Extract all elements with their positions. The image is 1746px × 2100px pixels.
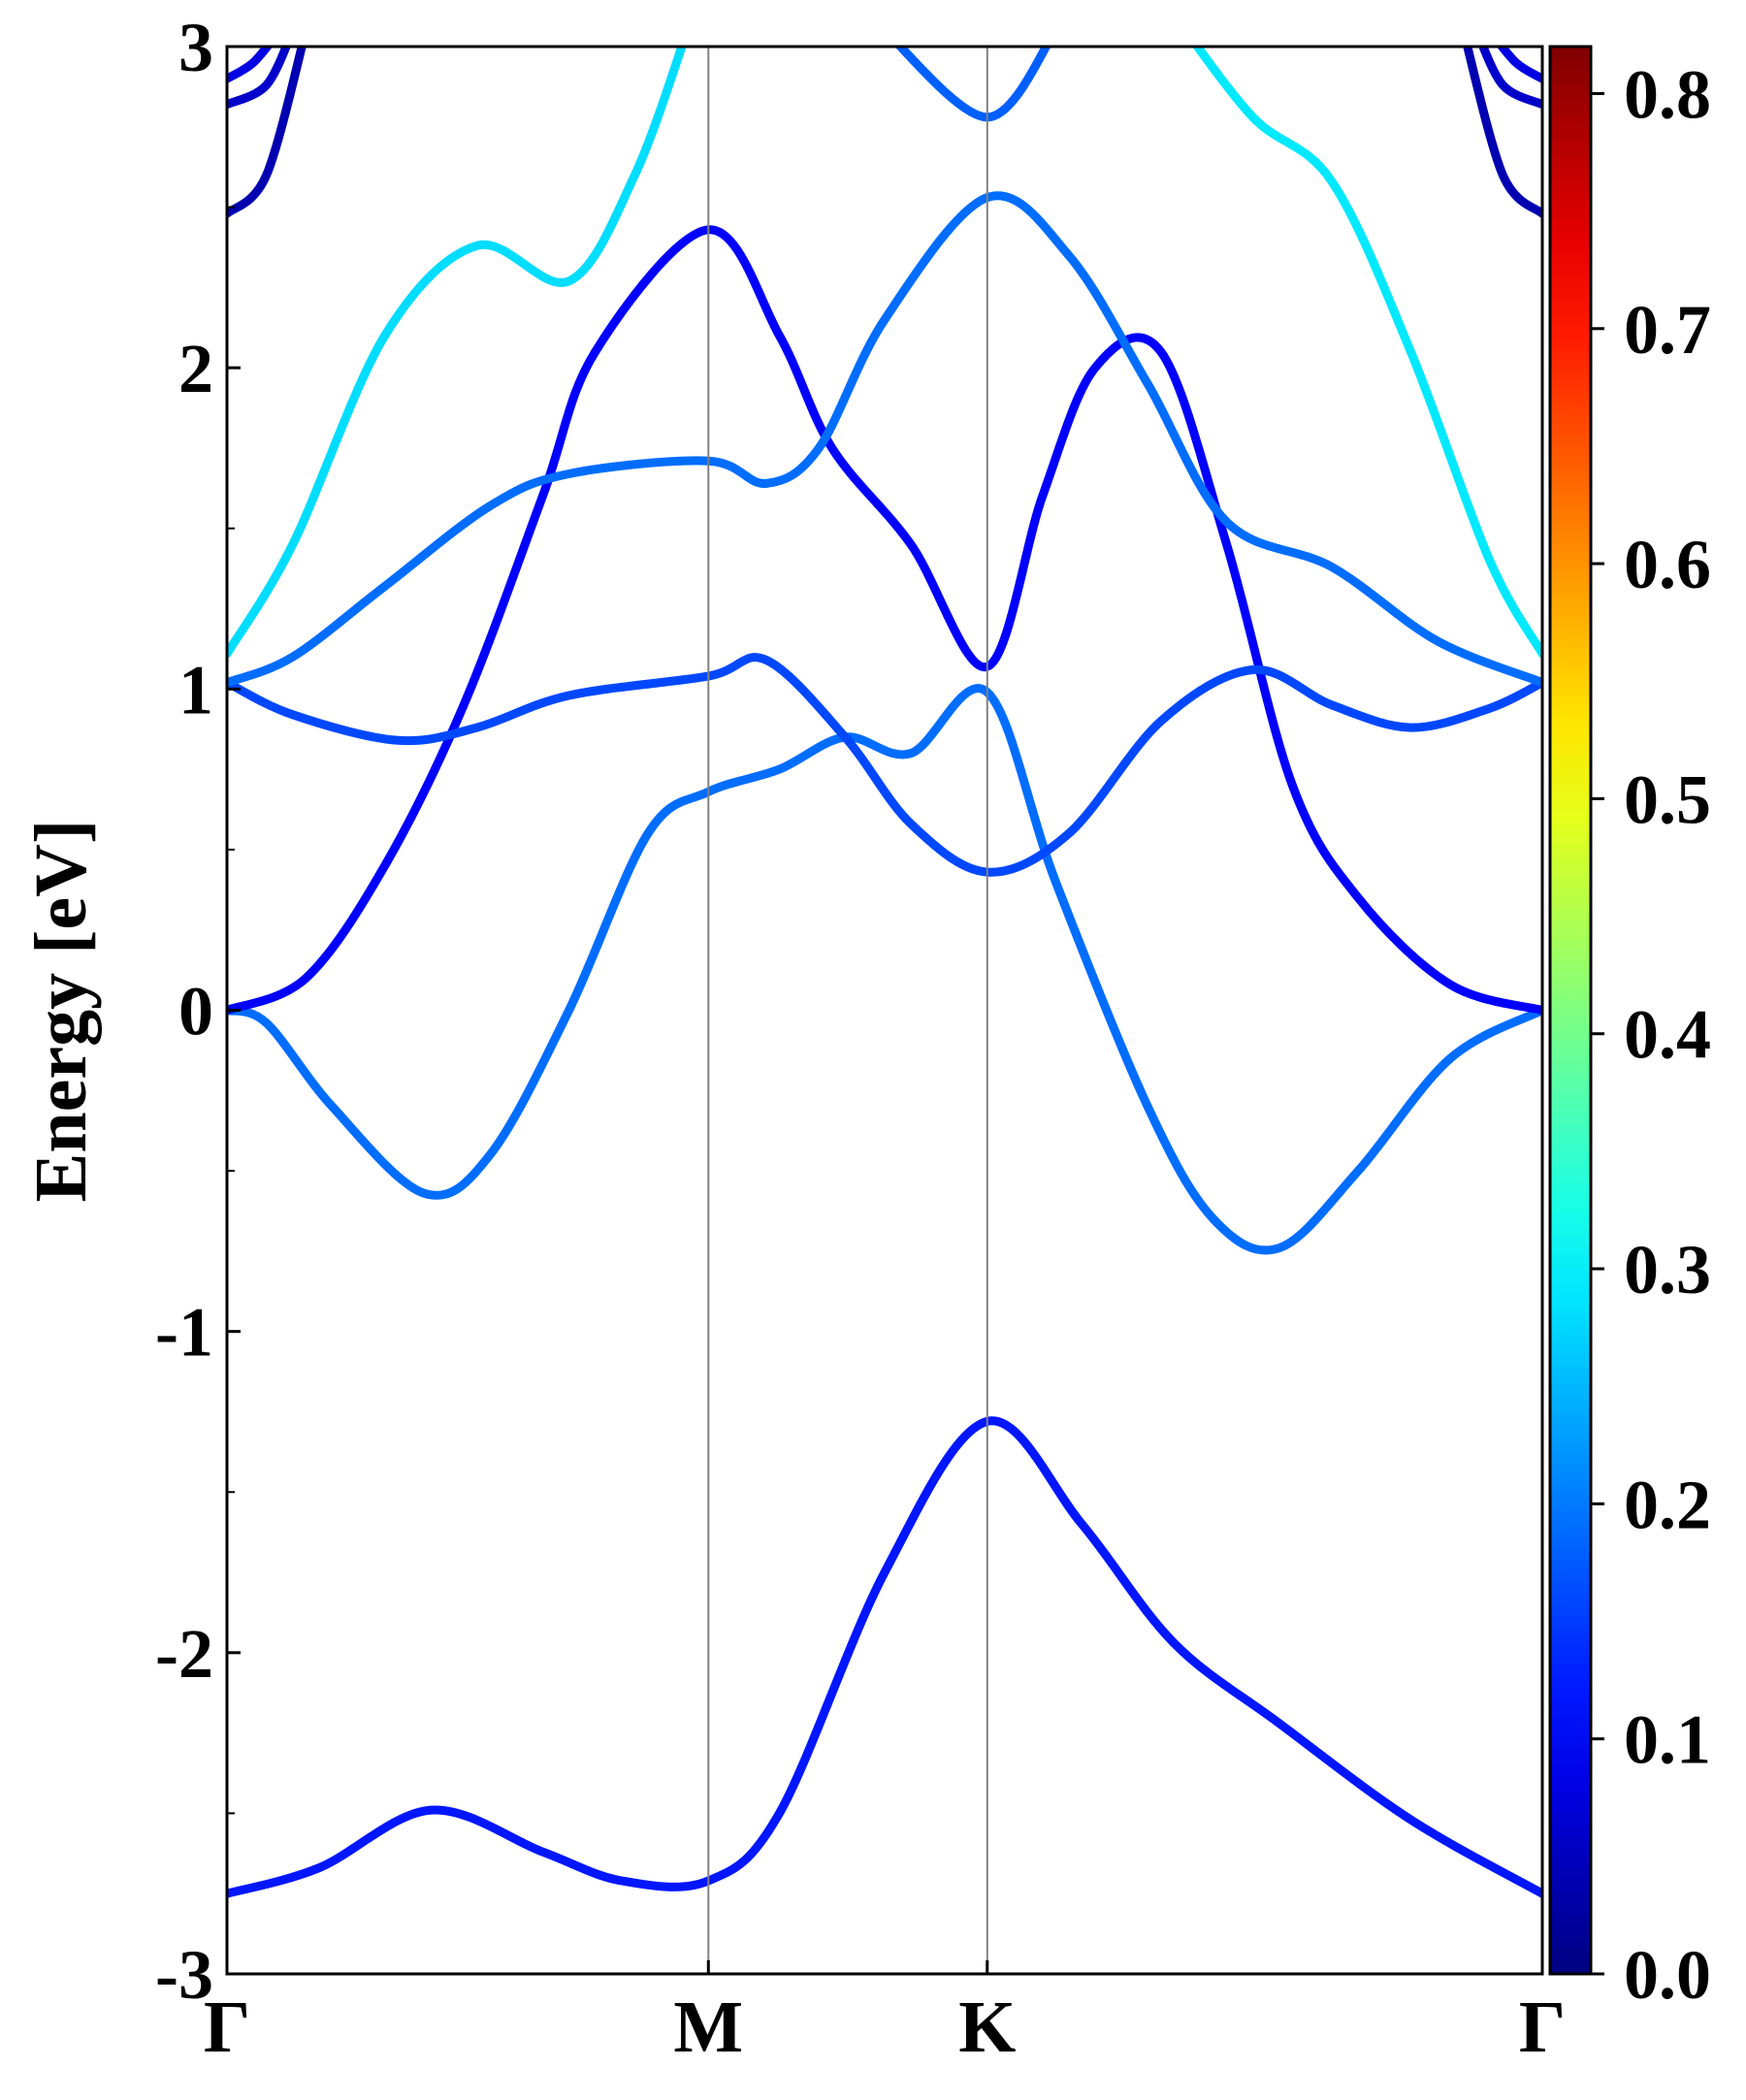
x-tick-label: Γ [1519,1987,1566,2068]
band-line-7 [1191,47,1542,659]
band-line-11 [227,47,274,83]
y-tick-label: 1 [178,651,213,728]
band-line-4 [227,653,1542,877]
x-tick-label: Γ [204,1987,250,2068]
colorbar-tick-label: 0.8 [1624,55,1711,133]
x-tick-label: M [673,1987,743,2068]
y-tick-label: -2 [155,1615,213,1693]
band-line-1 [227,1416,1542,1898]
y-tick-label: 3 [178,9,213,86]
y-tick-label: -3 [155,1936,213,2014]
bands-layer [227,47,1542,1898]
band-line-12 [1463,47,1542,218]
colorbar [1548,45,1593,1976]
y-tick-label: -1 [155,1294,213,1372]
colorbar-tick-label: 0.1 [1624,1701,1711,1779]
colorbar-tick-label: 0.2 [1624,1466,1711,1543]
band-line-10 [227,47,291,110]
band-line-9 [227,47,307,218]
y-tick-label: 2 [178,330,213,407]
y-axis-label: Energy [eV] [20,820,102,1203]
colorbar-tick-label: 0.6 [1624,526,1711,603]
band-line-5 [227,191,1542,688]
colorbar-tick-label: 0.5 [1624,760,1711,838]
high-symmetry-lines [707,47,988,1974]
colorbar-tick-label: 0.7 [1624,291,1711,369]
band-line-3 [227,225,1542,1015]
colorbar-ticks: 0.0 0.1 0.2 0.3 0.4 0.5 0.6 0.7 0.8 [1591,55,1711,2014]
plot-frame [225,45,1544,1976]
y-axis: 3 2 1 0 -1 -2 -3 [155,9,241,2014]
band-line-6 [227,47,687,659]
colorbar-tick-label: 0.0 [1624,1936,1711,2014]
band-line-13 [1478,47,1542,110]
colorbar-tick-label: 0.3 [1624,1231,1711,1308]
band-line-8 [894,47,1051,122]
band-line-14 [1496,47,1542,83]
colorbar-tick-label: 0.4 [1624,996,1711,1074]
band-line-2 [227,684,1542,1255]
x-tick-label: K [958,1987,1016,2068]
y-tick-label: 0 [178,973,213,1050]
